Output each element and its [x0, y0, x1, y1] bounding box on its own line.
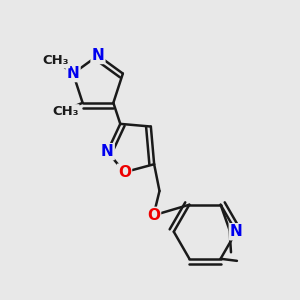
Text: O: O	[118, 165, 131, 180]
Text: N: N	[92, 48, 104, 63]
Text: CH₃: CH₃	[43, 54, 69, 67]
Text: N: N	[101, 144, 114, 159]
Text: N: N	[230, 224, 243, 239]
Text: O: O	[147, 208, 160, 223]
Text: CH₃: CH₃	[52, 105, 79, 118]
Text: N: N	[67, 66, 80, 81]
